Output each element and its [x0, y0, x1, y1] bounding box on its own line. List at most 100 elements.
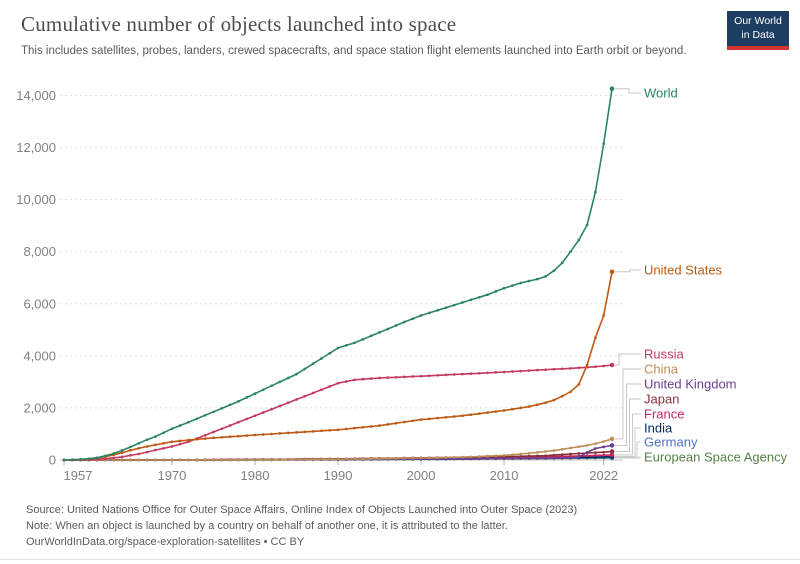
series-point-russia: [378, 376, 381, 380]
series-point-russia: [153, 448, 157, 452]
series-line-united-states[interactable]: [63, 271, 613, 461]
series-point-united-kingdom: [469, 457, 473, 461]
series-point-japan: [535, 454, 539, 458]
series-label-germany[interactable]: Germany: [644, 435, 698, 450]
series-point-world: [237, 400, 240, 403]
page-subtitle: This includes satellites, probes, lander…: [21, 45, 687, 57]
series-point-united-states: [502, 409, 506, 412]
series-point-russia: [477, 371, 481, 375]
x-axis-label-1970: 1970: [157, 468, 186, 483]
label-connector-united-kingdom: [614, 383, 641, 446]
series-point-world: [137, 441, 141, 445]
series-point-world: [178, 424, 182, 427]
series-point-world: [386, 327, 390, 331]
owid-logo-line2: in Data: [741, 28, 775, 41]
series-point-world: [203, 413, 207, 417]
series-point-japan: [519, 454, 523, 458]
page-title: Cumulative number of objects launched in…: [21, 12, 457, 36]
series-label-united-states[interactable]: United States: [644, 263, 723, 278]
series-label-india[interactable]: India: [644, 421, 673, 436]
x-axis-label-2000: 2000: [407, 468, 436, 483]
series-point-china: [311, 458, 315, 461]
series-point-russia: [137, 452, 141, 456]
series-point-russia: [212, 430, 215, 434]
series-point-russia: [419, 374, 423, 378]
series-point-united-states: [411, 419, 415, 423]
series-point-united-states: [577, 383, 581, 386]
series-point-united-states: [394, 421, 398, 425]
series-point-china: [328, 457, 332, 461]
series-point-china: [112, 458, 116, 462]
series-label-world[interactable]: World: [644, 86, 678, 101]
series-point-russia: [336, 381, 340, 385]
series-label-russia[interactable]: Russia: [644, 347, 685, 362]
series-point-united-states: [270, 432, 273, 436]
series-point-united-kingdom: [577, 455, 581, 459]
series-point-china: [602, 440, 606, 443]
series-point-russia: [527, 369, 531, 372]
series-point-world: [427, 311, 431, 315]
series-point-united-states: [145, 445, 149, 448]
series-point-china: [378, 457, 381, 461]
series-point-united-states: [320, 429, 323, 433]
series-point-china: [577, 445, 581, 449]
series-point-world: [120, 449, 124, 452]
series-point-united-states: [436, 416, 439, 420]
series-point-world: [145, 438, 149, 442]
series-point-russia: [511, 370, 514, 373]
series-point-china: [477, 455, 481, 458]
series-point-russia: [112, 456, 116, 460]
series-point-world: [486, 293, 489, 297]
series-label-united-kingdom[interactable]: United Kingdom: [644, 377, 737, 392]
label-connector-european-space-agency: [614, 456, 641, 459]
series-point-china: [228, 458, 232, 462]
series-point-china: [519, 452, 523, 456]
owid-logo[interactable]: Our World in Data: [727, 11, 789, 50]
series-line-world[interactable]: [63, 87, 613, 461]
series-label-european-space-agency[interactable]: European Space Agency: [644, 450, 788, 465]
series-point-china: [137, 458, 141, 462]
series-point-united-states: [170, 440, 174, 444]
series-point-russia: [560, 367, 564, 371]
series-point-united-states: [369, 425, 373, 428]
series-point-united-states: [353, 426, 356, 430]
series-point-united-kingdom: [519, 457, 523, 460]
series-point-russia: [295, 398, 298, 401]
series-point-china: [427, 456, 431, 460]
series-point-united-states: [278, 432, 282, 435]
series-point-world: [336, 346, 340, 350]
series-point-world: [129, 445, 132, 449]
series-point-russia: [170, 445, 174, 448]
series-point-france: [609, 452, 615, 458]
y-axis-label-6000: 6,000: [23, 296, 56, 311]
series-point-russia: [361, 377, 365, 381]
note-line: Note: When an object is launched by a co…: [26, 519, 508, 532]
series-label-china[interactable]: China: [644, 362, 679, 377]
series-point-russia: [544, 368, 547, 372]
owid-url-link[interactable]: OurWorldInData.org/space-exploration-sat…: [26, 535, 261, 548]
series-point-united-states: [569, 390, 572, 394]
series-point-japan: [609, 449, 615, 454]
series-point-world: [519, 281, 523, 285]
series-point-world: [436, 308, 439, 312]
series-point-united-states: [427, 417, 431, 421]
x-axis-label-2022: 2022: [589, 468, 618, 483]
series-point-russia: [228, 424, 232, 427]
series-point-world: [261, 388, 265, 392]
series-label-japan[interactable]: Japan: [644, 392, 679, 407]
series-label-france[interactable]: France: [644, 407, 684, 422]
series-point-china: [178, 458, 182, 462]
series-point-china: [145, 458, 149, 462]
series-point-world: [535, 277, 539, 281]
series-point-united-states: [344, 427, 348, 431]
series-point-united-states: [120, 451, 124, 455]
series-point-united-states: [295, 431, 298, 434]
series-point-china: [461, 455, 464, 459]
series-point-china: [253, 458, 257, 462]
series-point-china: [511, 453, 514, 457]
series-point-united-kingdom: [544, 456, 547, 460]
chart-footer: Source: United Nations Office for Outer …: [26, 502, 577, 550]
series-point-japan: [527, 454, 531, 458]
series-point-france: [585, 454, 589, 458]
y-axis-label-2000: 2,000: [23, 400, 56, 415]
